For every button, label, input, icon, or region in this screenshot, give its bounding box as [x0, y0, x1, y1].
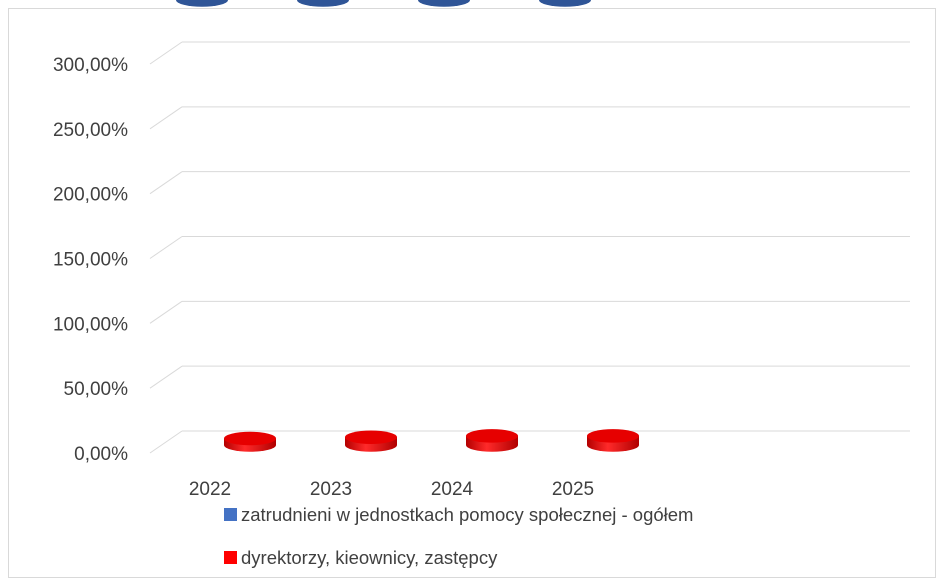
x-tick-label: 2022 [189, 479, 231, 500]
bar-series2-top [466, 429, 518, 443]
gridlines [149, 41, 910, 454]
bar-series1-top [539, 0, 591, 7]
gridline-diagonal [149, 236, 183, 259]
bar-series2-top [224, 431, 276, 446]
gridline-diagonal [149, 106, 183, 130]
y-tick-label: 0,00% [74, 444, 128, 465]
bar-series1-top [297, 0, 349, 7]
chart-border [8, 8, 936, 578]
y-tick-label: 50,00% [64, 379, 129, 400]
legend-swatch [224, 551, 237, 564]
x-tick-label: 2023 [310, 479, 352, 500]
y-tick-label: 150,00% [53, 250, 128, 271]
bar-series2 [466, 429, 518, 452]
bar-series1 [297, 0, 349, 7]
bar-series1 [176, 0, 228, 7]
bar-series1-top [176, 0, 228, 7]
legend-swatch [224, 508, 237, 521]
legend-label: dyrektorzy, kieownicy, zastępcy [241, 547, 498, 568]
bars [176, 0, 639, 452]
gridline-diagonal [149, 300, 183, 324]
y-axis-ticks: 0,00% 50,00% 100,00% 150,00% 200,00% 250,00% 3… [53, 55, 128, 465]
bar-series1 [418, 0, 470, 7]
gridline-diagonal [149, 171, 183, 195]
legend: zatrudnieni w jednostkach pomocy społecz… [224, 504, 693, 568]
x-axis-ticks: 2022 2023 2024 2025 [189, 479, 594, 500]
y-tick-label: 250,00% [53, 120, 128, 141]
gridline-diagonal [149, 41, 183, 65]
bar-series2 [345, 430, 397, 452]
y-tick-label: 200,00% [53, 185, 128, 206]
bar-series2 [224, 431, 276, 452]
gridline-diagonal [149, 430, 183, 454]
x-tick-label: 2024 [431, 479, 474, 500]
x-tick-label: 2025 [552, 479, 594, 500]
bar-series2-top [345, 430, 397, 444]
bar-series1 [539, 0, 591, 7]
gridline-diagonal [149, 365, 183, 389]
legend-label: zatrudnieni w jednostkach pomocy społecz… [241, 504, 693, 525]
y-tick-label: 100,00% [53, 314, 128, 335]
y-tick-label: 300,00% [53, 55, 128, 76]
bar-series2-top [587, 429, 639, 443]
bar-series1-top [418, 0, 470, 7]
bar-series2 [587, 429, 639, 452]
